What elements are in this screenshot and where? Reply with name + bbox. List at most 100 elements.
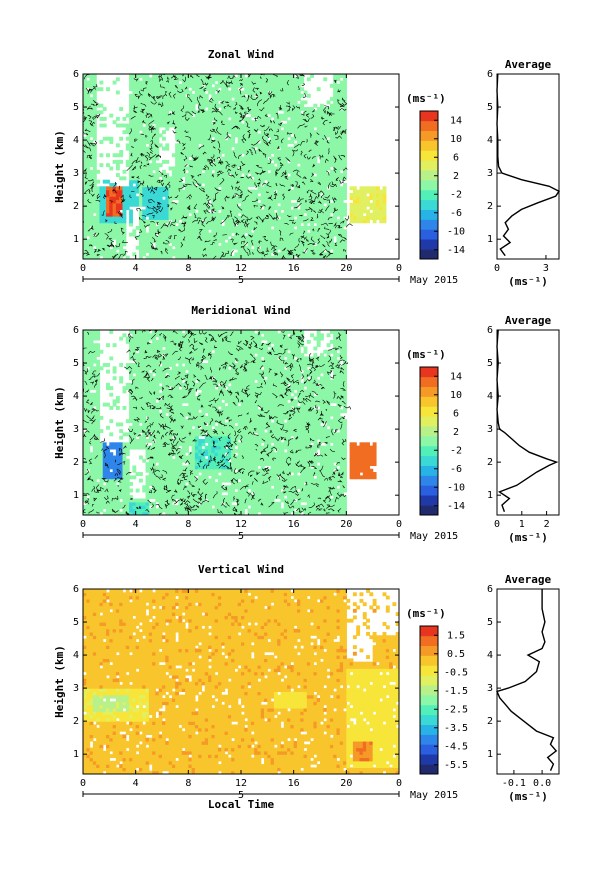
heatmap-cell: [254, 252, 259, 257]
heatmap-cell: [102, 242, 107, 247]
heatmap-cell: [138, 255, 143, 259]
heatmap-cell: [260, 196, 265, 201]
heatmap-cell: [83, 196, 87, 201]
heatmap-cell: [92, 136, 97, 141]
heatmap-cell: [102, 239, 107, 244]
heatmap-cell: [158, 232, 163, 237]
contour-segment: [239, 78, 243, 81]
heatmap-cell: [343, 186, 347, 191]
heatmap-cell: [89, 77, 94, 82]
heatmap-cell: [198, 229, 203, 234]
contour-segment: [308, 149, 312, 153]
contour-segment: [233, 151, 237, 159]
contour-segment: [146, 162, 150, 166]
heatmap-cell: [135, 110, 140, 115]
heatmap-cell: [83, 412, 87, 417]
heatmap-cell: [86, 212, 91, 217]
heatmap-cell: [204, 183, 209, 187]
heatmap-cell: [89, 330, 94, 334]
heatmap-cell: [277, 242, 282, 247]
heatmap-cell: [175, 100, 180, 105]
heatmap-cell: [83, 339, 87, 344]
heatmap-cell: [326, 189, 331, 194]
heatmap-cell: [329, 163, 334, 168]
heatmap-cell: [89, 458, 94, 463]
heatmap-cell: [326, 235, 331, 240]
heatmap-cell: [293, 103, 298, 108]
contour-segment: [120, 212, 124, 216]
heatmap-cell: [191, 192, 196, 197]
contour-segment: [93, 232, 97, 237]
heatmap-cell: [178, 252, 183, 257]
heatmap-cell: [198, 252, 203, 257]
contour-segment: [301, 181, 306, 185]
heatmap-cell: [303, 239, 308, 244]
contour-segment: [151, 125, 155, 129]
heatmap-cell: [293, 219, 298, 224]
contour-segment: [183, 155, 188, 162]
heatmap-cell: [115, 239, 120, 244]
contour-segment: [164, 91, 168, 94]
heatmap-cell: [112, 252, 117, 257]
heatmap-cell: [86, 363, 91, 367]
heatmap-cell: [293, 159, 298, 164]
heatmap-cell: [83, 498, 87, 503]
heatmap-cell: [290, 235, 295, 240]
heatmap-cell: [132, 176, 137, 181]
heatmap-cell: [217, 93, 222, 98]
heatmap-cell: [138, 163, 143, 168]
heatmap-cell: [83, 74, 87, 78]
heatmap-cell: [148, 235, 153, 240]
contour-segment: [343, 248, 346, 252]
contour-segment: [150, 221, 155, 223]
heatmap-cell: [119, 206, 124, 211]
heatmap-cell: [119, 153, 124, 158]
heatmap-cell: [211, 255, 216, 259]
heatmap-cell: [326, 239, 331, 244]
heatmap-cell: [283, 97, 288, 102]
heatmap-cell: [135, 100, 140, 105]
heatmap-cell: [148, 176, 153, 181]
heatmap-cell: [296, 153, 301, 158]
heatmap-cell: [290, 242, 295, 247]
heatmap-cell: [181, 212, 186, 217]
heatmap-cell: [300, 235, 305, 240]
heatmap-cell: [92, 123, 97, 128]
heatmap-cell: [178, 107, 183, 111]
heatmap-cell: [241, 90, 245, 95]
heatmap-cell: [185, 159, 189, 164]
heatmap-cell: [300, 183, 305, 187]
heatmap-cell: [129, 169, 133, 174]
heatmap-cell: [211, 113, 216, 118]
heatmap-cell: [339, 90, 344, 95]
heatmap-cell: [135, 97, 140, 102]
heatmap-cell: [313, 186, 318, 191]
heatmap-cell: [290, 189, 295, 194]
heatmap-cell: [310, 206, 315, 211]
heatmap-cell: [260, 176, 265, 181]
heatmap-cell: [333, 189, 338, 194]
contour-segment: [96, 193, 101, 200]
heatmap-cell: [145, 199, 150, 204]
heatmap-cell: [313, 153, 318, 158]
heatmap-cell: [313, 156, 318, 161]
heatmap-cell: [300, 225, 305, 230]
heatmap-cell: [92, 225, 97, 230]
heatmap-cell: [234, 202, 239, 207]
heatmap-cell: [194, 222, 199, 227]
heatmap-cell: [280, 242, 285, 247]
heatmap-cell: [241, 209, 245, 214]
heatmap-cell: [89, 481, 94, 486]
heatmap-cell: [277, 196, 282, 201]
contour-segment: [181, 113, 187, 118]
heatmap-cell: [142, 74, 147, 78]
heatmap-cell: [83, 87, 87, 92]
heatmap-cell: [326, 143, 331, 148]
contour-segment: [160, 182, 164, 187]
heatmap-cell: [293, 136, 298, 141]
heatmap-cell: [313, 199, 318, 204]
heatmap-cell: [227, 123, 232, 128]
heatmap-cell: [237, 163, 242, 168]
heatmap-cell: [293, 126, 298, 131]
heatmap-cell: [112, 222, 117, 227]
